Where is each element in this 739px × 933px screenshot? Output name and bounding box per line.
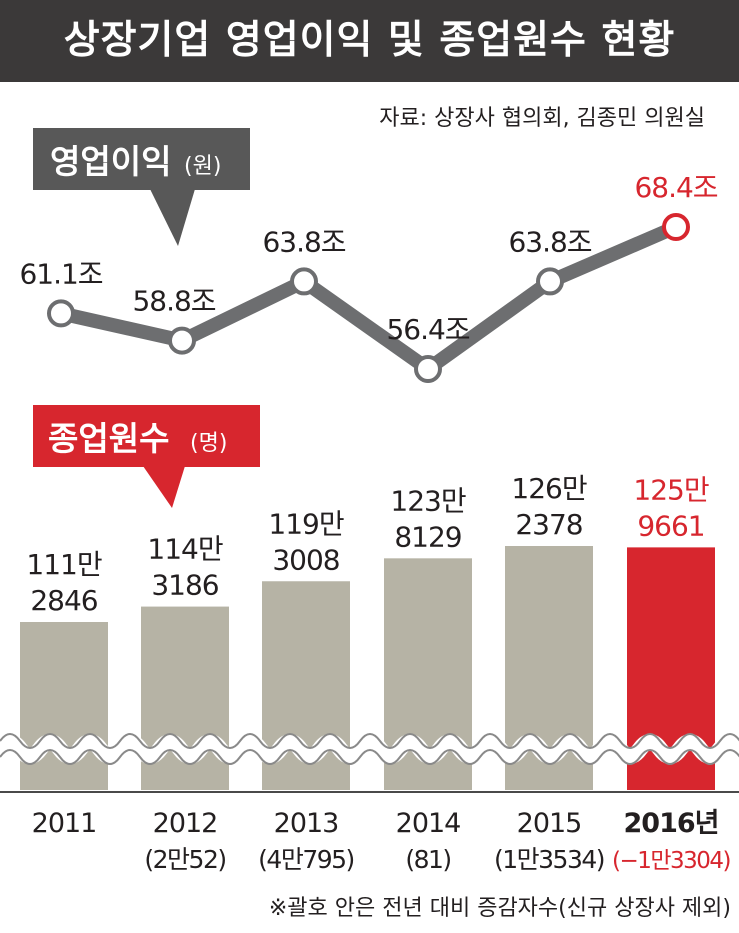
chart-title: 상장기업 영업이익 및 종업원수 현황	[63, 18, 676, 63]
bar-data-label: 2846	[30, 584, 97, 617]
bar-data-label: 125만	[633, 473, 708, 506]
bar-data-label: 123만	[390, 484, 465, 517]
bar-series-callout-pointer	[143, 466, 185, 508]
x-change-label: (−1만3304)	[612, 848, 730, 874]
line-data-label: 61.1조	[19, 257, 102, 290]
bar-data-label: 3008	[272, 543, 339, 576]
axis-break-wave-outline	[0, 733, 739, 749]
bar-data-label: 9661	[637, 509, 704, 542]
series-callouts: 영업이익 (원) 종업원수 (명)	[33, 128, 260, 508]
x-change-label: (81)	[405, 845, 450, 874]
bar-data-label: 119만	[268, 507, 343, 540]
line-point	[662, 213, 690, 241]
line-point	[168, 326, 196, 355]
line-data-label: 68.4조	[634, 171, 717, 204]
axis-break	[0, 733, 739, 765]
line-series-label: 영업이익	[50, 142, 171, 181]
bar	[20, 622, 108, 790]
x-change-label: (1만3534)	[494, 845, 604, 874]
title-bar	[0, 0, 739, 82]
x-tick-label: 2012	[153, 808, 218, 839]
axis-break-wave	[0, 734, 739, 764]
axis-break-wave-outline	[0, 749, 739, 765]
x-tick-label: 2015	[517, 808, 582, 839]
x-change-label: (4만795)	[258, 845, 354, 874]
line-data-label: 56.4조	[386, 313, 469, 346]
footnote: ※괄호 안은 전년 대비 증감자수(신규 상장사 제외)	[268, 896, 731, 921]
x-tick-label: 2016년	[624, 808, 719, 839]
line-point	[536, 267, 564, 296]
bar-data-label: 126만	[511, 472, 586, 505]
x-tick-label: 2013	[274, 808, 339, 839]
bar-data-label: 114만	[147, 533, 222, 566]
x-axis: 2011 2012 (2만52) 2013 (4만795) 2014 (81) 2015 (1만…	[0, 791, 739, 874]
bar-data-label: 3186	[151, 569, 218, 602]
line-data-label: 58.8조	[132, 285, 215, 318]
line-series-callout-box	[33, 128, 250, 190]
line-series-callout-pointer	[150, 189, 195, 246]
bar-data-label: 111만	[26, 548, 101, 581]
line-data-label: 63.8조	[262, 225, 345, 258]
line-data-label: 63.8조	[508, 225, 591, 258]
bar-data-label: 2378	[515, 508, 582, 541]
bar-series-label: 종업원수	[48, 419, 169, 458]
x-tick-label: 2011	[32, 808, 97, 839]
source-note: 자료: 상장사 협의회, 김종민 의원실	[379, 106, 705, 131]
line-point	[414, 355, 442, 383]
line-series-unit: (원)	[184, 154, 221, 179]
bar-data-label: 8129	[394, 520, 461, 553]
bar-series-unit: (명)	[190, 431, 227, 456]
x-tick-label: 2014	[396, 808, 461, 839]
bar-series-callout-box	[33, 405, 260, 467]
line-point	[290, 267, 318, 296]
line-series-path	[59, 220, 679, 376]
line-chart: 61.1조 58.8조 63.8조 56.4조 63.8조 68.4조	[19, 171, 719, 383]
line-point	[47, 299, 75, 328]
x-change-label: (2만52)	[144, 845, 225, 874]
